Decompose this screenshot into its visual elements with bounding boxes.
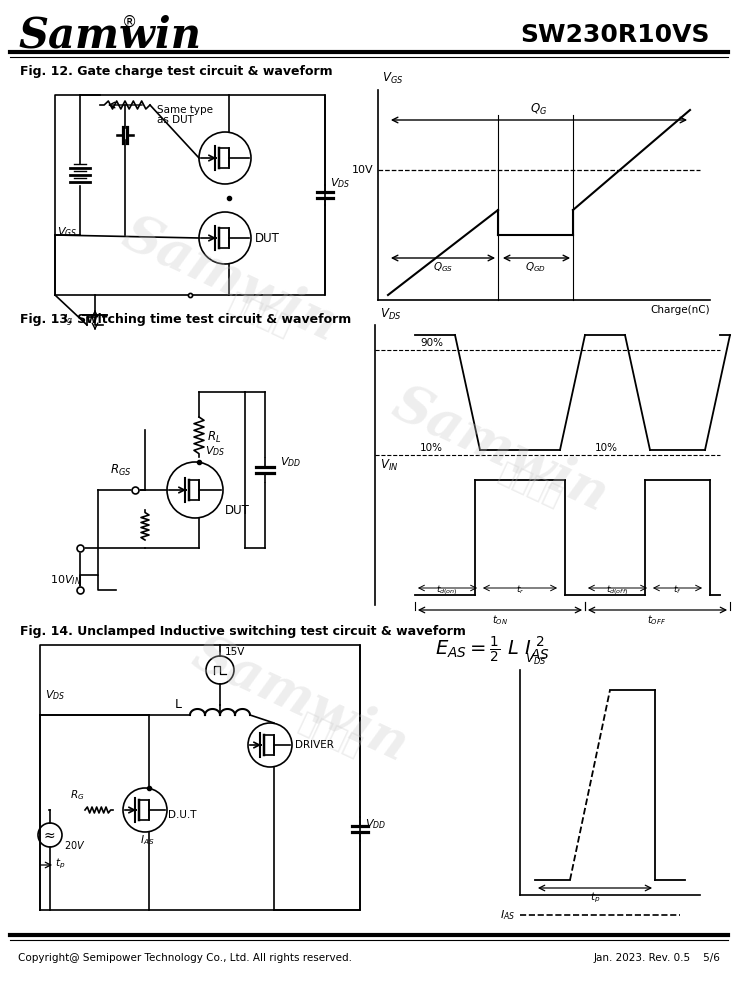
Text: $t_{d(off)}$: $t_{d(off)}$ bbox=[606, 583, 628, 597]
Text: $I_{AS}$: $I_{AS}$ bbox=[500, 908, 515, 922]
Text: Samwin: Samwin bbox=[184, 628, 415, 772]
Text: DUT: DUT bbox=[225, 504, 250, 516]
Text: $Q_G$: $Q_G$ bbox=[531, 102, 548, 117]
Text: $V_{DD}$: $V_{DD}$ bbox=[365, 817, 386, 831]
Text: Fig. 12. Gate charge test circuit & waveform: Fig. 12. Gate charge test circuit & wave… bbox=[20, 65, 333, 78]
Text: Charge(nC): Charge(nC) bbox=[650, 305, 710, 315]
Text: $t_p$: $t_p$ bbox=[55, 857, 65, 871]
Text: $V_{DS}$: $V_{DS}$ bbox=[45, 688, 65, 702]
Text: SW230R10VS: SW230R10VS bbox=[520, 23, 710, 47]
Text: $E_{AS} = \frac{1}{2}\ L\ I_{AS}^{\ 2}$: $E_{AS} = \frac{1}{2}\ L\ I_{AS}^{\ 2}$ bbox=[435, 635, 550, 665]
Text: D.U.T: D.U.T bbox=[168, 810, 196, 820]
Text: $V_{DS}$: $V_{DS}$ bbox=[525, 652, 546, 667]
Text: $V_{DD}$: $V_{DD}$ bbox=[280, 455, 301, 469]
Text: DUT: DUT bbox=[255, 232, 280, 244]
Text: $I_g$: $I_g$ bbox=[63, 313, 73, 329]
Text: Samwin: Samwin bbox=[384, 378, 615, 522]
Text: $V_{DS}$: $V_{DS}$ bbox=[205, 444, 225, 458]
Text: $10V_{IN}$: $10V_{IN}$ bbox=[50, 573, 82, 587]
Text: Samwin: Samwin bbox=[18, 14, 201, 56]
Text: Samwin: Samwin bbox=[114, 208, 346, 352]
Text: $t_{d(on)}$: $t_{d(on)}$ bbox=[436, 583, 458, 597]
Text: 15V: 15V bbox=[225, 647, 245, 657]
Text: Jan. 2023. Rev. 0.5    5/6: Jan. 2023. Rev. 0.5 5/6 bbox=[593, 953, 720, 963]
Text: 10%: 10% bbox=[420, 443, 443, 453]
Text: 10V: 10V bbox=[351, 165, 373, 175]
Text: $t_{ON}$: $t_{ON}$ bbox=[492, 613, 508, 627]
Text: $R_L$: $R_L$ bbox=[207, 429, 221, 445]
Text: as DUT: as DUT bbox=[157, 115, 194, 125]
Text: $V_{GS}$: $V_{GS}$ bbox=[57, 225, 77, 239]
Text: L: L bbox=[175, 698, 182, 712]
Text: $V_{DS}$: $V_{DS}$ bbox=[330, 176, 351, 190]
Text: Fig. 14. Unclamped Inductive switching test circuit & waveform: Fig. 14. Unclamped Inductive switching t… bbox=[20, 625, 466, 638]
Text: $t_f$: $t_f$ bbox=[673, 584, 681, 596]
Text: 品质保证: 品质保证 bbox=[494, 458, 566, 512]
Text: Same type: Same type bbox=[157, 105, 213, 115]
Text: $V_{GS}$: $V_{GS}$ bbox=[382, 71, 404, 86]
Text: $20V$: $20V$ bbox=[64, 839, 86, 851]
Text: $Q_{GD}$: $Q_{GD}$ bbox=[525, 260, 546, 274]
Text: $V_{DS}$: $V_{DS}$ bbox=[380, 307, 401, 322]
Text: $t_{OFF}$: $t_{OFF}$ bbox=[647, 613, 666, 627]
Text: 品质保证: 品质保证 bbox=[294, 708, 366, 762]
Text: $I_{AS}$: $I_{AS}$ bbox=[140, 833, 154, 847]
Text: 品质保证: 品质保证 bbox=[224, 288, 296, 342]
Text: 90%: 90% bbox=[420, 338, 443, 348]
Text: $\approx$: $\approx$ bbox=[41, 828, 55, 842]
Text: Copyright@ Semipower Technology Co., Ltd. All rights reserved.: Copyright@ Semipower Technology Co., Ltd… bbox=[18, 953, 352, 963]
Text: $Q_{GS}$: $Q_{GS}$ bbox=[433, 260, 453, 274]
Text: ®: ® bbox=[122, 14, 137, 29]
Text: DRIVER: DRIVER bbox=[295, 740, 334, 750]
Text: $t_p$: $t_p$ bbox=[590, 891, 600, 905]
Text: Fig. 13. Switching time test circuit & waveform: Fig. 13. Switching time test circuit & w… bbox=[20, 313, 351, 326]
Text: $V_{IN}$: $V_{IN}$ bbox=[380, 457, 399, 473]
Text: 10%: 10% bbox=[595, 443, 618, 453]
Text: $t_r$: $t_r$ bbox=[516, 584, 524, 596]
Text: $R_{GS}$: $R_{GS}$ bbox=[110, 462, 131, 478]
Text: $R_G$: $R_G$ bbox=[70, 788, 84, 802]
